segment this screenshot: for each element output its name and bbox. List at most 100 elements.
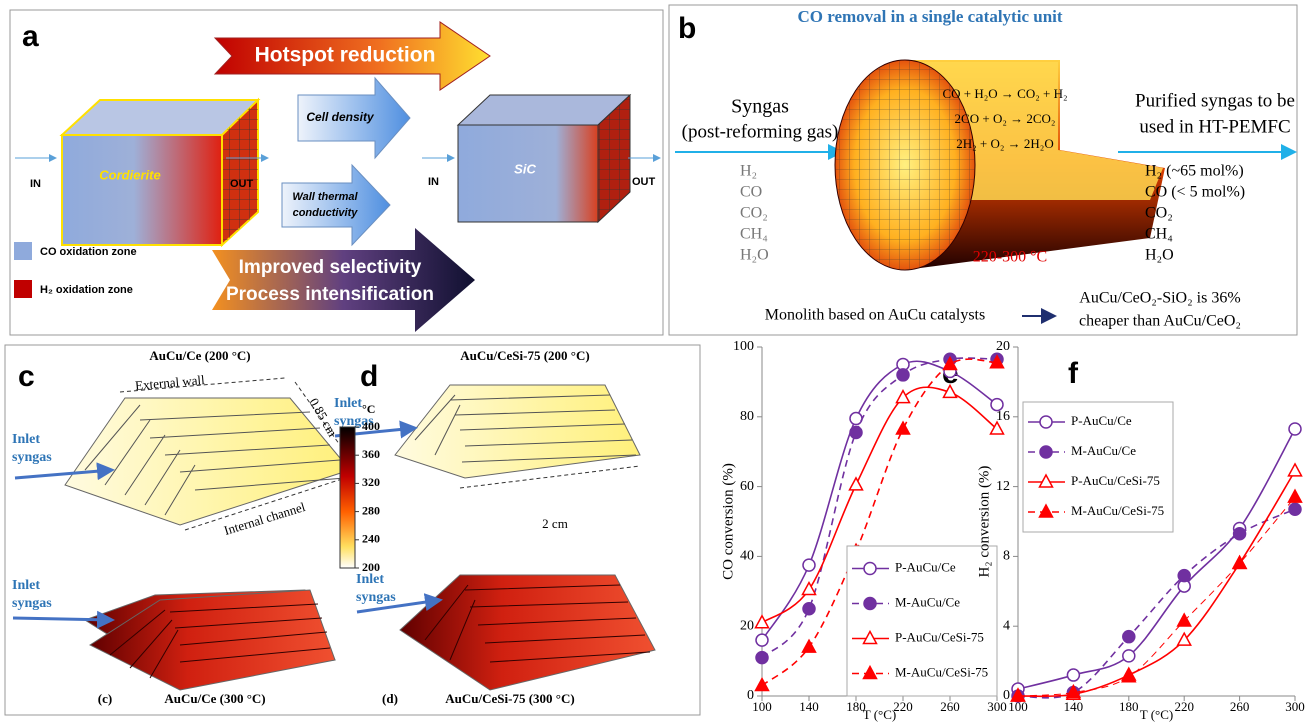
caption: (d) (382, 691, 398, 706)
panel-label: b (678, 12, 696, 45)
marker (803, 559, 815, 571)
marker (756, 634, 768, 646)
panel-title: CO removal in a single catalytic unit (797, 7, 1062, 26)
species: CH₄ (1145, 226, 1173, 243)
arrow-label: conductivity (293, 207, 359, 219)
figure: a Hotspot reduction Cordierite IN OUT Ce… (0, 0, 1307, 722)
arrow-label: Cell density (306, 110, 375, 124)
marker (1123, 631, 1135, 643)
species: H₂O (1145, 247, 1174, 264)
x-tick-label: 140 (799, 699, 819, 714)
inlet-label: syngas (12, 596, 52, 611)
marker (1289, 464, 1302, 476)
marker (803, 583, 816, 595)
marker (850, 478, 863, 490)
marker (803, 640, 816, 652)
panel-title: AuCu/CeSi-75 (200 °C) (460, 348, 589, 363)
y-tick-label: 8 (1003, 549, 1010, 564)
y-axis-label: CO conversion (%) (720, 463, 736, 580)
y-tick-label: 40 (740, 549, 754, 564)
legend-marker (864, 563, 876, 575)
panel-label: d (360, 360, 378, 393)
panel-cd: c d AuCu/Ce (200 °C) AuCu/CeSi-75 (200 °… (5, 345, 700, 715)
out-label: OUT (632, 176, 656, 188)
panel-a: a Hotspot reduction Cordierite IN OUT Ce… (10, 10, 663, 335)
legend-swatch (14, 280, 32, 298)
y-tick-label: 80 (740, 409, 754, 424)
marker (1289, 503, 1301, 515)
legend-marker (864, 598, 876, 610)
y-tick-label: 12 (996, 479, 1010, 494)
chart: e020406080100100140180220260300T (°C)CO … (720, 339, 1006, 722)
caption: (c) (98, 691, 112, 706)
legend-marker (1040, 416, 1052, 428)
legend-label: H₂ oxidation zone (40, 284, 133, 296)
reaction: 2CO + O₂ → 2CO₂ (955, 111, 1056, 126)
colorbar-tick-label: 360 (362, 447, 380, 461)
species: H₂ (740, 163, 757, 180)
footer-text: AuCu/CeO₂-SiO₂ is 36% (1079, 290, 1240, 307)
colorbar-tick-label: 400 (362, 419, 380, 433)
marker (850, 413, 862, 425)
colorbar-tick-label: 320 (362, 475, 380, 489)
series-line (1018, 509, 1295, 698)
legend-label: P-AuCu/Ce (895, 559, 956, 574)
species: CO (740, 184, 762, 201)
marker (1289, 490, 1302, 502)
legend-label: M-AuCu/Ce (1071, 443, 1136, 458)
x-tick-label: 100 (752, 699, 772, 714)
inlet-label: Inlet (12, 432, 40, 447)
species: CO₂ (1145, 205, 1173, 222)
marker (897, 391, 910, 403)
reaction: 2H₂ + O₂ → 2H₂O (956, 136, 1053, 151)
caption: AuCu/CeSi-75 (300 °C) (445, 691, 574, 706)
panel-title: AuCu/Ce (200 °C) (149, 348, 250, 363)
species: CO₂ (740, 205, 768, 222)
marker (756, 679, 769, 691)
colorbar-tick-label: 200 (362, 560, 380, 574)
legend-marker (1040, 446, 1052, 458)
species: CH₄ (740, 226, 768, 243)
in-label: IN (428, 176, 439, 188)
out-label: OUT (230, 178, 254, 190)
y-tick-label: 60 (740, 479, 754, 494)
panel-label: a (22, 20, 39, 53)
panel-label: f (1068, 357, 1079, 390)
arrow-label: Hotspot reduction (255, 44, 436, 67)
species: CO (< 5 mol%) (1145, 184, 1245, 201)
x-tick-label: 300 (1285, 699, 1305, 714)
legend-label: M-AuCu/CeSi-75 (1071, 503, 1164, 518)
marker (1178, 570, 1190, 582)
species: H₂O (740, 247, 769, 264)
arrow-label: Wall thermal (292, 191, 358, 203)
panel-b: b CO removal in a single catalytic unit … (669, 5, 1297, 335)
marker (1234, 528, 1246, 540)
x-tick-label: 140 (1064, 699, 1084, 714)
charts: e020406080100100140180220260300T (°C)CO … (720, 339, 1304, 722)
y-tick-label: 20 (740, 618, 754, 633)
footer-text: cheaper than AuCu/CeO₂ (1079, 313, 1241, 330)
x-axis-label: T (°C) (863, 707, 896, 722)
x-tick-label: 260 (940, 699, 960, 714)
marker (897, 369, 909, 381)
inlet-label: syngas (12, 450, 52, 465)
colorbar-tick-label: 240 (362, 532, 380, 546)
caption: AuCu/Ce (300 °C) (164, 691, 265, 706)
arrow-label: Improved selectivity (239, 257, 422, 278)
colorbar-unit: °C (362, 402, 375, 416)
inlet-label: (post-reforming gas) (682, 121, 839, 142)
legend-label: P-AuCu/Ce (1071, 413, 1132, 428)
legend-label: CO oxidation zone (40, 246, 137, 258)
y-tick-label: 4 (1003, 618, 1010, 633)
colorbar (340, 427, 355, 568)
inlet-label: Inlet (12, 578, 40, 593)
x-tick-label: 220 (1174, 699, 1194, 714)
legend-swatch (14, 242, 32, 260)
inlet-label: Syngas (731, 96, 789, 118)
marker (1123, 650, 1135, 662)
marker (756, 616, 769, 628)
inlet-label: Inlet (334, 396, 362, 411)
legend-label: M-AuCu/CeSi-75 (895, 664, 988, 679)
